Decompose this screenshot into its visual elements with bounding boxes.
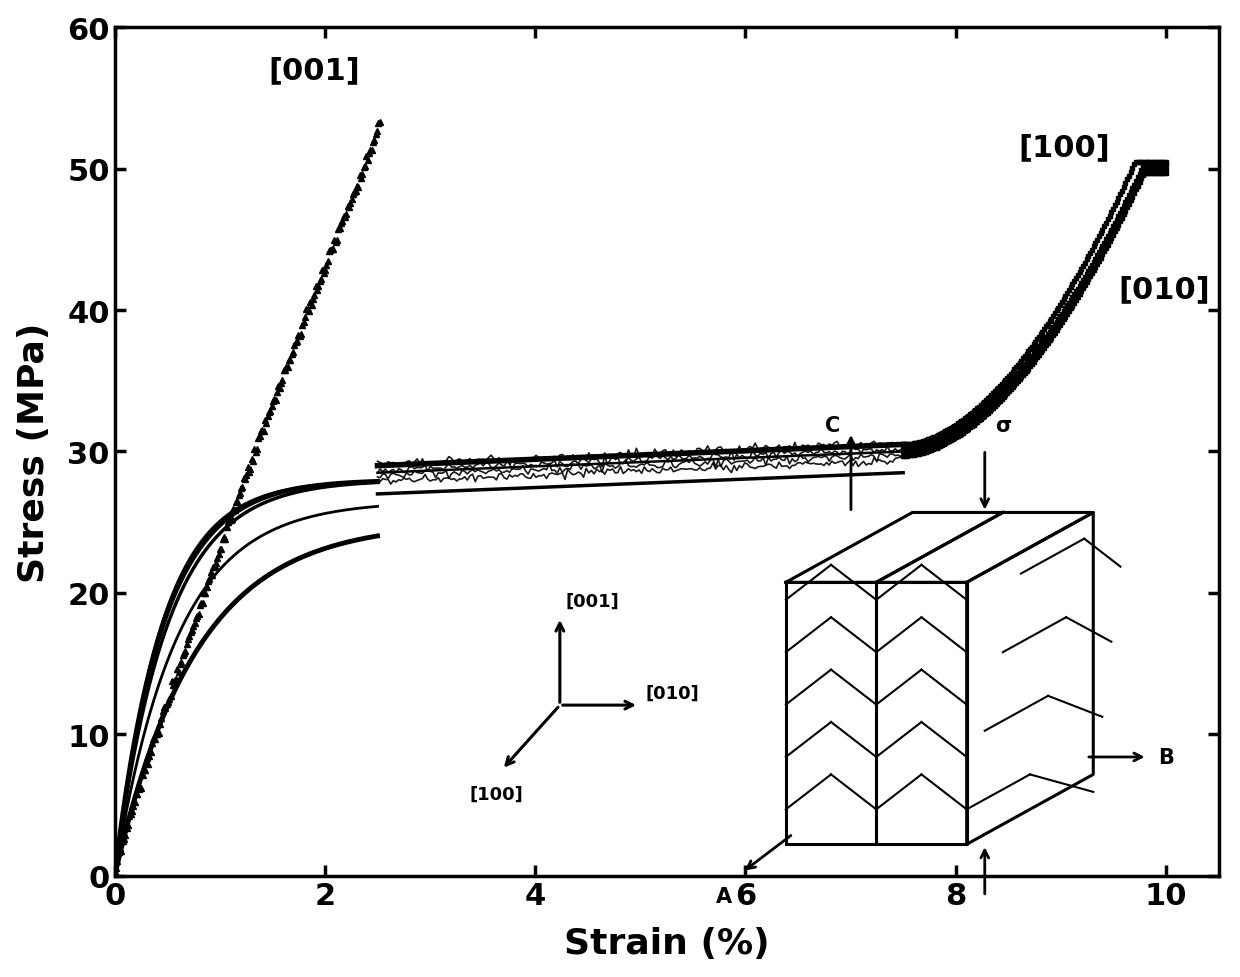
Text: B: B	[1158, 747, 1174, 767]
Text: σ: σ	[996, 415, 1012, 436]
Y-axis label: Stress (MPa): Stress (MPa)	[16, 322, 51, 582]
Text: [010]: [010]	[1118, 276, 1210, 304]
Text: [100]: [100]	[470, 785, 523, 802]
Text: A: A	[717, 886, 733, 907]
Text: [001]: [001]	[565, 592, 619, 611]
Text: C: C	[825, 415, 839, 436]
X-axis label: Strain (%): Strain (%)	[564, 926, 770, 960]
Text: [001]: [001]	[269, 56, 361, 85]
Text: [010]: [010]	[645, 685, 699, 702]
Text: [100]: [100]	[1019, 134, 1111, 162]
